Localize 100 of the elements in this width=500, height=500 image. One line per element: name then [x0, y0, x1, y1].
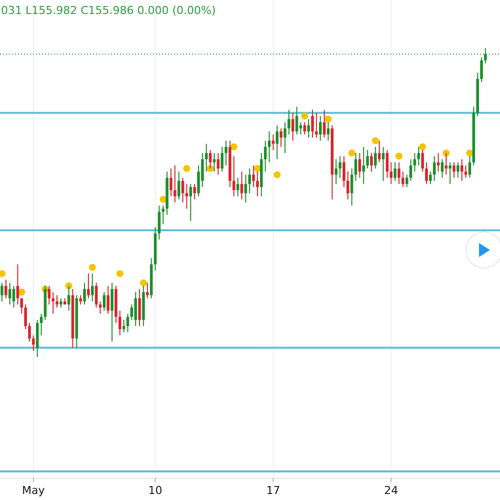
candlestick — [456, 162, 460, 178]
candlestick — [91, 273, 94, 302]
candlestick — [288, 109, 290, 136]
point — [18, 288, 26, 296]
point — [274, 171, 281, 178]
candlestick — [134, 292, 137, 327]
candlestick — [374, 146, 377, 170]
candlestick — [177, 171, 180, 200]
candlestick — [52, 292, 54, 314]
candlestick — [350, 168, 354, 206]
candlestick — [409, 158, 412, 182]
candlestick — [452, 162, 456, 178]
candlestick — [170, 168, 172, 197]
candlestick — [8, 282, 12, 305]
candlestick — [252, 164, 255, 188]
candlestick — [398, 162, 400, 184]
candlestick — [421, 149, 424, 172]
candlestick — [212, 152, 216, 172]
candlestick — [390, 162, 392, 184]
point — [395, 152, 402, 160]
candlestick — [429, 171, 432, 184]
candlestick — [208, 149, 212, 170]
point — [140, 279, 147, 286]
candlestick — [307, 118, 310, 138]
point — [466, 150, 474, 157]
candlestick — [370, 152, 373, 172]
candlestick — [318, 115, 322, 142]
candlestick — [354, 152, 358, 182]
candlestick — [268, 130, 271, 163]
candlestick — [79, 294, 82, 305]
candlestick — [291, 112, 294, 142]
candlestick — [87, 273, 90, 299]
point — [160, 196, 167, 203]
candlestick — [220, 146, 224, 172]
candlestick — [16, 264, 20, 305]
candlestick — [189, 183, 192, 222]
candlestick — [106, 285, 110, 314]
point — [183, 165, 190, 172]
x-tick-label: 10 — [148, 484, 162, 497]
candlestick — [484, 48, 487, 64]
candlestick — [102, 292, 106, 312]
candlestick — [0, 282, 4, 302]
candlestick — [12, 285, 16, 308]
candlestick — [94, 282, 98, 308]
candlestick — [248, 168, 251, 194]
candlestick — [315, 112, 318, 138]
point — [372, 137, 379, 144]
candlestick — [342, 156, 346, 188]
candlestick — [425, 162, 428, 184]
candlestick — [448, 162, 452, 184]
candlestick — [110, 282, 114, 342]
candlestick — [56, 294, 58, 308]
candlestick — [193, 183, 196, 200]
candlestick — [284, 122, 286, 154]
candlestick — [146, 282, 149, 299]
candlestick — [346, 171, 350, 200]
point — [442, 150, 450, 157]
candlestick — [32, 334, 35, 352]
candlestick — [185, 183, 188, 210]
point — [254, 165, 261, 172]
point — [419, 143, 426, 150]
candlestick — [311, 109, 314, 138]
candlestick — [118, 310, 122, 336]
candlestick — [158, 205, 161, 240]
candlestick — [83, 282, 86, 305]
text: 031 L155.982 C155.986 0.000 (0.00%) — [1, 4, 216, 17]
candlestick — [480, 56, 483, 82]
candlestick — [322, 109, 326, 138]
candlestick — [276, 124, 278, 160]
candlestick — [162, 205, 165, 225]
candlestick — [216, 152, 220, 176]
candlestick — [402, 171, 404, 188]
candlestick — [224, 140, 228, 166]
candlestick — [280, 128, 282, 148]
point — [348, 150, 356, 157]
candlestick — [295, 106, 298, 136]
candlestick — [386, 149, 389, 178]
candlestick — [20, 298, 23, 314]
point — [301, 112, 308, 120]
candlestick — [232, 156, 236, 197]
candlestick — [272, 134, 275, 150]
candlestick — [60, 298, 62, 308]
candlestick — [334, 158, 338, 184]
x-tick-label: 24 — [384, 484, 398, 497]
candlestick — [338, 156, 342, 178]
x-tick-label: May — [22, 484, 46, 497]
point — [230, 143, 238, 150]
point — [116, 270, 124, 278]
candlestick — [67, 285, 70, 312]
candlestick — [4, 279, 8, 299]
candlestick — [366, 149, 369, 170]
candlestick — [394, 162, 396, 182]
candlestick — [358, 152, 362, 178]
candlestick — [362, 146, 365, 184]
candlestick — [413, 152, 416, 172]
candlestick — [138, 288, 141, 327]
point — [88, 264, 96, 271]
candlestick — [28, 322, 31, 342]
x-tick-label: 17 — [266, 484, 280, 497]
candlestick — [256, 171, 259, 197]
